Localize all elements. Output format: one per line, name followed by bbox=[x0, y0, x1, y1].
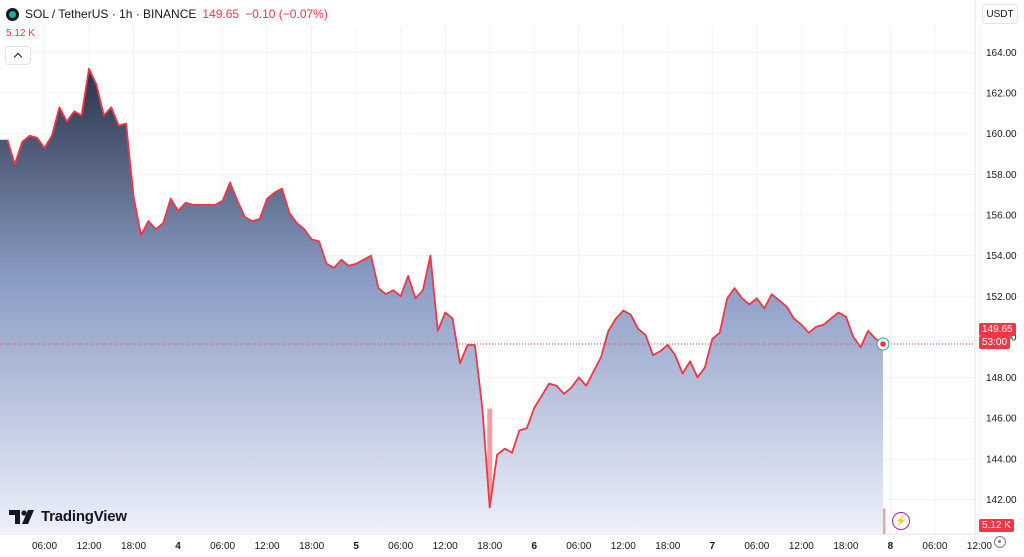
header-change: −0.10 (−0.07%) bbox=[245, 7, 328, 21]
x-tick-label: 18:00 bbox=[655, 541, 680, 552]
collapse-legend-button[interactable] bbox=[5, 46, 31, 65]
x-tick-label: 4 bbox=[175, 541, 181, 552]
currency-button[interactable]: USDT bbox=[982, 4, 1018, 24]
x-tick-label: 06:00 bbox=[210, 541, 235, 552]
logo-text: TradingView bbox=[41, 508, 127, 525]
x-tick-label: 8 bbox=[888, 541, 894, 552]
header-price: 149.65 bbox=[202, 7, 240, 21]
y-tick-label: 142.00 bbox=[986, 495, 1017, 506]
y-tick-label: 160.00 bbox=[986, 129, 1017, 140]
y-tick-label: 148.00 bbox=[986, 373, 1017, 384]
x-tick-label: 18:00 bbox=[833, 541, 858, 552]
y-tick-label: 152.00 bbox=[986, 292, 1017, 303]
x-tick-label: 12:00 bbox=[77, 541, 102, 552]
x-tick-label: 12:00 bbox=[611, 541, 636, 552]
y-tick-label: 164.00 bbox=[986, 48, 1017, 59]
y-tick-label: 144.00 bbox=[986, 454, 1017, 465]
x-tick-label: 06:00 bbox=[744, 541, 769, 552]
x-tick-label: 18:00 bbox=[121, 541, 146, 552]
flash-icon[interactable]: ⚡ bbox=[892, 512, 910, 530]
gear-icon[interactable] bbox=[994, 536, 1006, 548]
price-tag: 149.65 bbox=[979, 323, 1016, 336]
x-tick-label: 06:00 bbox=[388, 541, 413, 552]
x-tick-label: 5 bbox=[353, 541, 359, 552]
y-tick-label: 156.00 bbox=[986, 210, 1017, 221]
volume-legend-value: 5.12 K bbox=[6, 28, 35, 39]
chevron-up-icon bbox=[13, 52, 23, 62]
symbol-title[interactable]: SOL / TetherUS · 1h · BINANCE bbox=[25, 7, 197, 21]
tradingview-logo-icon bbox=[9, 509, 34, 524]
y-tick-label: 162.00 bbox=[986, 89, 1017, 100]
x-tick-label: 12:00 bbox=[433, 541, 458, 552]
y-tick-label: 146.00 bbox=[986, 414, 1017, 425]
price-area bbox=[0, 68, 883, 534]
countdown-tag: 53:00 bbox=[979, 336, 1011, 349]
x-tick-label: 6 bbox=[531, 541, 537, 552]
x-tick-label: 06:00 bbox=[566, 541, 591, 552]
solana-circle-icon bbox=[6, 7, 19, 21]
tradingview-logo[interactable]: TradingView bbox=[9, 508, 127, 525]
x-tick-label: 18:00 bbox=[299, 541, 324, 552]
x-tick-label: 12:00 bbox=[255, 541, 280, 552]
volume-tag: 5.12 K bbox=[979, 519, 1014, 532]
x-tick-label: 12:00 bbox=[967, 541, 992, 552]
x-tick-label: 06:00 bbox=[922, 541, 947, 552]
x-tick-label: 7 bbox=[710, 541, 716, 552]
volume-bar bbox=[487, 408, 493, 534]
y-tick-label: 158.00 bbox=[986, 170, 1017, 181]
last-price-dot bbox=[880, 341, 886, 347]
y-tick-label: 154.00 bbox=[986, 251, 1017, 262]
symbol-header: SOL / TetherUS · 1h · BINANCE 149.65 −0.… bbox=[6, 5, 328, 23]
x-tick-label: 12:00 bbox=[789, 541, 814, 552]
x-tick-label: 06:00 bbox=[32, 541, 57, 552]
price-line bbox=[6, 67, 884, 509]
x-tick-label: 18:00 bbox=[477, 541, 502, 552]
